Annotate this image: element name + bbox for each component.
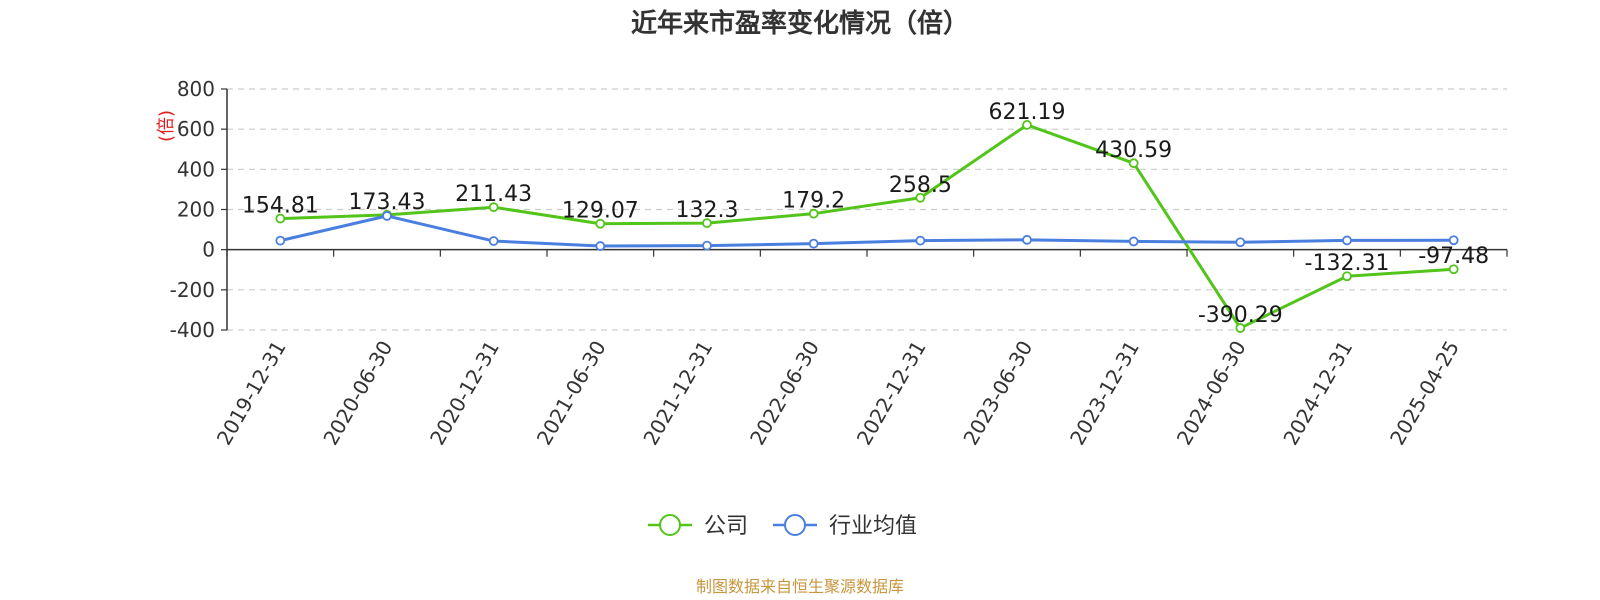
series-line (279, 214, 1454, 248)
x-tick-label: 2022-12-31 (852, 337, 931, 450)
y-tick-label: 400 (177, 157, 215, 181)
y-tick-label: -400 (170, 318, 215, 342)
data-label: 258.5 (889, 173, 952, 198)
data-point (488, 202, 499, 213)
source-note: 制图数据来自恒生聚源数据库 (696, 577, 904, 596)
legend-label: 行业均值 (829, 514, 917, 539)
data-point (1448, 264, 1459, 275)
data-point (915, 235, 926, 246)
data-label: 154.81 (242, 194, 319, 219)
data-point (1235, 237, 1246, 248)
legend: 公司 行业均值 (648, 514, 917, 539)
data-point (1448, 235, 1459, 246)
data-point (488, 236, 499, 246)
x-tick-label: 2023-06-30 (958, 337, 1037, 450)
series-line (280, 123, 1454, 330)
legend-label: 公司 (704, 514, 748, 539)
x-tick-label: 2019-12-31 (212, 337, 291, 450)
data-point (808, 208, 819, 219)
data-label: 173.43 (349, 190, 426, 215)
data-label: -132.31 (1305, 251, 1390, 276)
data-point (595, 241, 606, 251)
data-label: 621.19 (989, 100, 1066, 125)
data-label: 179.2 (782, 189, 845, 214)
chart-title: 近年来市盈率变化情况（倍） (631, 8, 969, 39)
x-tick-label: 2025-04-25 (1385, 337, 1464, 450)
data-label: 132.3 (676, 198, 739, 223)
data-label: 211.43 (455, 182, 532, 207)
data-point (915, 192, 926, 203)
legend-marker (784, 514, 806, 536)
x-tick-label: 2020-06-30 (318, 337, 397, 450)
x-tick-label: 2020-12-31 (425, 337, 504, 450)
y-tick-label: 0 (202, 238, 215, 262)
data-point (275, 235, 286, 246)
y-tick-label: 200 (177, 198, 215, 222)
data-point (1342, 271, 1352, 282)
data-point (382, 211, 392, 221)
data-label: 129.07 (562, 199, 639, 224)
legend-marker (659, 514, 681, 536)
series-lines (275, 120, 1459, 333)
data-point (1128, 158, 1139, 169)
x-tick-label: 2021-12-31 (638, 337, 717, 450)
data-point (1022, 234, 1032, 245)
data-label: -390.29 (1198, 303, 1283, 328)
data-label: -97.48 (1418, 244, 1489, 269)
x-tick-label: 2024-06-30 (1172, 337, 1251, 450)
y-axis-label: (倍) (156, 110, 177, 142)
data-labels: 154.81 173.43 211.43 129.07 132.3 179.2 258.5 6… (242, 100, 1489, 328)
data-point (1128, 236, 1139, 247)
data-point (275, 213, 286, 224)
data-point (702, 218, 712, 228)
data-point (1235, 323, 1246, 333)
y-tick-label: 600 (177, 117, 215, 141)
x-tick-label: 2023-12-31 (1065, 337, 1144, 450)
data-point (1022, 120, 1032, 130)
grid-lines (227, 88, 1507, 331)
y-tick-label: -200 (170, 278, 215, 302)
x-tick-label: 2021-06-30 (532, 337, 611, 450)
data-point (808, 238, 819, 249)
y-tick-label: 800 (177, 77, 215, 101)
data-point (1342, 235, 1352, 246)
data-point (595, 218, 606, 229)
x-tick-label: 2022-06-30 (745, 337, 824, 450)
data-label: 430.59 (1095, 138, 1172, 163)
x-tick-label: 2024-12-31 (1278, 337, 1357, 450)
data-point (702, 240, 712, 251)
